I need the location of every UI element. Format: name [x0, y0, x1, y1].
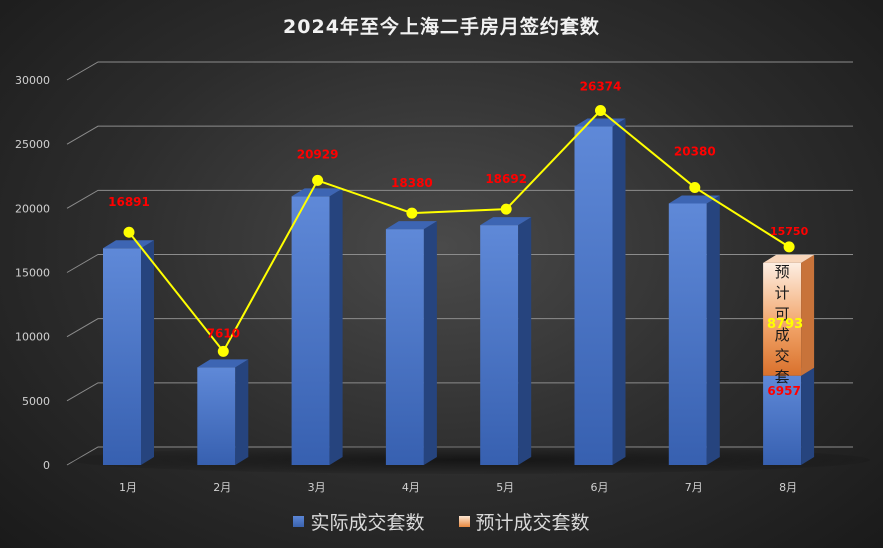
data-label: 16891: [108, 195, 150, 209]
gridline: [66, 125, 853, 145]
data-label: 15750: [770, 225, 809, 238]
legend-swatch-forecast: [458, 516, 470, 527]
data-label: 20380: [674, 144, 716, 158]
bar-side: [141, 240, 154, 465]
line-point: [406, 207, 418, 219]
legend-item-actual: 实际成交套数: [293, 508, 425, 535]
bar-front: [480, 225, 519, 465]
chart-legend: 实际成交套数 预计成交套数: [0, 508, 883, 535]
data-label: 26374: [580, 80, 622, 94]
bar-front: [103, 248, 141, 465]
bar: [385, 221, 437, 465]
bar-top: [385, 221, 437, 230]
bar: [291, 188, 343, 465]
forecast-bar-front: [763, 262, 802, 376]
bar-side: [329, 188, 343, 465]
gridline: [66, 61, 853, 81]
bar: [668, 195, 720, 465]
line-point: [500, 203, 512, 215]
gridline: [66, 254, 853, 273]
legend-swatch-actual: [293, 516, 305, 527]
chart-title: 2024年至今上海二手房月签约套数: [283, 16, 600, 38]
bar-side: [423, 221, 437, 465]
x-tick-label: 2月: [213, 481, 231, 494]
bar-front: [291, 196, 330, 465]
x-tick-label: 5月: [496, 481, 514, 494]
data-label: 20929: [297, 147, 339, 161]
forecast-bar-top: [763, 254, 815, 263]
bar-side: [801, 367, 815, 465]
bar-top: [291, 188, 343, 197]
y-tick-label: 15000: [15, 267, 50, 280]
line-point: [312, 174, 324, 186]
legend-label-actual: 实际成交套数: [310, 512, 425, 534]
x-tick-label: 1月: [119, 481, 137, 494]
y-tick-label: 30000: [15, 74, 50, 87]
bar-front: [668, 203, 707, 465]
bar: [574, 118, 626, 466]
bar: [197, 359, 249, 465]
bar: [480, 217, 532, 465]
gridline: [66, 318, 853, 338]
bar-top: [197, 359, 249, 368]
x-tick-label: 8月: [779, 481, 797, 494]
x-tick-label: 7月: [685, 481, 703, 494]
forecast-value-label: 8793: [767, 317, 803, 332]
bar-side: [706, 195, 720, 465]
bar-top: [668, 195, 720, 204]
forecast-bar-side: [801, 254, 815, 376]
floor-shadow: [70, 446, 870, 474]
forecast-bar: [763, 254, 815, 376]
bar-front: [197, 367, 236, 465]
forecast-caption-char: 交: [775, 347, 790, 365]
bar-side: [235, 359, 249, 465]
line-point: [217, 345, 229, 357]
y-tick-label: 10000: [15, 331, 50, 344]
y-tick-label: 20000: [15, 202, 50, 215]
bar-front: [574, 126, 613, 466]
bar-side: [518, 217, 532, 465]
line-point: [689, 181, 701, 193]
legend-item-forecast: 预计成交套数: [458, 508, 590, 535]
bar-top: [480, 217, 532, 226]
line-point: [783, 241, 795, 253]
forecast-caption-char: 可: [775, 305, 790, 323]
y-tick-label: 0: [43, 459, 50, 472]
actual-value-label: 6957: [767, 384, 800, 398]
y-tick-label: 25000: [15, 138, 50, 151]
gridline: [66, 382, 853, 402]
y-tick-label: 5000: [22, 395, 50, 408]
series-line: [128, 109, 790, 354]
bar-side: [612, 118, 626, 466]
data-label: 18692: [485, 172, 527, 186]
data-label: 18380: [391, 176, 433, 190]
gridline: [66, 189, 853, 209]
bar-front: [763, 375, 802, 465]
line-point: [595, 105, 606, 117]
forecast-caption-char: 预: [775, 263, 790, 281]
x-tick-label: 3月: [308, 481, 326, 494]
legend-label-forecast: 预计成交套数: [475, 512, 590, 534]
line-point: [123, 226, 135, 238]
bar: [103, 240, 154, 465]
x-tick-label: 4月: [402, 481, 420, 494]
forecast-caption-char: 成: [775, 326, 790, 344]
bar-front: [385, 229, 424, 465]
x-tick-label: 6月: [591, 481, 609, 494]
forecast-caption-char: 计: [775, 284, 790, 302]
data-label: 7610: [207, 326, 240, 340]
forecast-caption-char: 套: [775, 368, 790, 386]
